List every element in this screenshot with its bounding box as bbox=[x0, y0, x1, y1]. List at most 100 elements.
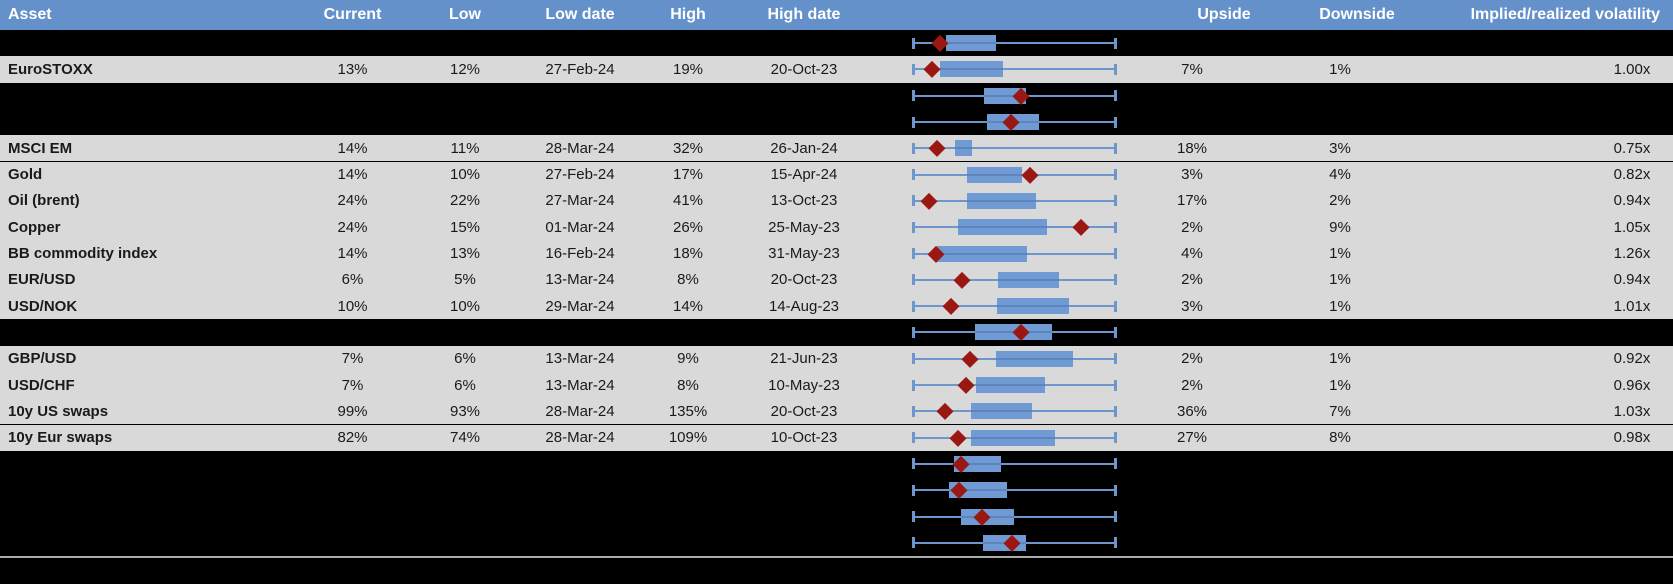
cell-current[interactable]: 7% bbox=[341, 350, 364, 368]
cell-high-date[interactable]: 14-Aug-23 bbox=[768, 297, 840, 315]
cell-current[interactable]: 99% bbox=[337, 402, 368, 420]
cell-high-date[interactable]: 26-Jan-24 bbox=[770, 139, 838, 157]
cell-high[interactable]: 8% bbox=[677, 271, 699, 289]
cell-downside[interactable]: 1% bbox=[1329, 297, 1351, 315]
column-header-high[interactable]: High bbox=[670, 6, 706, 23]
cell-high[interactable]: 26% bbox=[672, 218, 704, 236]
cell-low-date[interactable]: 28-Mar-24 bbox=[545, 402, 615, 420]
cell-downside[interactable]: 8% bbox=[1329, 429, 1351, 447]
cell-low-date[interactable]: 13-Mar-24 bbox=[545, 350, 615, 368]
cell-implied[interactable]: 0.75x bbox=[1613, 139, 1651, 157]
cell-implied[interactable]: 0.98x bbox=[1613, 429, 1651, 447]
cell-low[interactable]: 12% bbox=[449, 60, 481, 78]
cell-upside[interactable]: 27% bbox=[1176, 429, 1208, 447]
cell-low[interactable]: 5% bbox=[454, 271, 476, 289]
cell-low-date[interactable]: 16-Feb-24 bbox=[545, 245, 615, 263]
cell-current[interactable]: 6% bbox=[341, 271, 364, 289]
cell-high[interactable]: 9% bbox=[677, 350, 699, 368]
cell-downside[interactable]: 4% bbox=[1329, 166, 1351, 184]
cell-low-date[interactable]: 27-Mar-24 bbox=[545, 192, 615, 210]
cell-asset[interactable]: EUR/USD bbox=[8, 271, 76, 289]
cell-implied[interactable]: 0.92x bbox=[1613, 350, 1651, 368]
cell-asset[interactable]: MSCI EM bbox=[8, 139, 73, 157]
cell-upside[interactable]: 3% bbox=[1181, 297, 1203, 315]
cell-current[interactable]: 13% bbox=[337, 60, 368, 78]
cell-upside[interactable]: 2% bbox=[1181, 350, 1203, 368]
cell-upside[interactable]: 36% bbox=[1176, 402, 1208, 420]
cell-low-date[interactable]: 27-Feb-24 bbox=[545, 166, 615, 184]
cell-low[interactable]: 10% bbox=[449, 297, 481, 315]
cell-current[interactable]: 24% bbox=[337, 218, 368, 236]
cell-high-date[interactable]: 20-Oct-23 bbox=[770, 402, 838, 420]
cell-upside[interactable]: 7% bbox=[1181, 60, 1203, 78]
cell-low[interactable]: 6% bbox=[454, 350, 476, 368]
cell-implied[interactable]: 1.05x bbox=[1613, 218, 1651, 236]
cell-current[interactable]: 14% bbox=[337, 245, 368, 263]
cell-high[interactable]: 41% bbox=[672, 192, 704, 210]
cell-high[interactable]: 19% bbox=[672, 60, 704, 78]
cell-current[interactable]: 82% bbox=[337, 429, 368, 447]
column-header-downside[interactable]: Downside bbox=[1319, 6, 1395, 23]
cell-low[interactable]: 15% bbox=[449, 218, 481, 236]
cell-asset[interactable]: USD/NOK bbox=[8, 297, 78, 315]
column-header-upside[interactable]: Upside bbox=[1197, 6, 1251, 23]
cell-low-date[interactable]: 28-Mar-24 bbox=[545, 139, 615, 157]
cell-downside[interactable]: 7% bbox=[1329, 402, 1351, 420]
cell-current[interactable]: 24% bbox=[337, 192, 368, 210]
cell-low[interactable]: 13% bbox=[449, 245, 481, 263]
cell-high[interactable]: 135% bbox=[668, 402, 708, 420]
cell-high-date[interactable]: 15-Apr-24 bbox=[770, 166, 838, 184]
cell-upside[interactable]: 2% bbox=[1181, 271, 1203, 289]
cell-asset[interactable]: BB commodity index bbox=[8, 245, 158, 263]
cell-high-date[interactable]: 31-May-23 bbox=[768, 245, 840, 263]
cell-high-date[interactable]: 20-Oct-23 bbox=[770, 271, 838, 289]
cell-upside[interactable]: 2% bbox=[1181, 218, 1203, 236]
cell-low[interactable]: 74% bbox=[449, 429, 481, 447]
cell-low[interactable]: 93% bbox=[449, 402, 481, 420]
cell-upside[interactable]: 18% bbox=[1176, 139, 1208, 157]
cell-implied[interactable]: 0.94x bbox=[1613, 192, 1651, 210]
cell-low[interactable]: 22% bbox=[449, 192, 481, 210]
cell-low-date[interactable]: 27-Feb-24 bbox=[545, 60, 615, 78]
cell-asset[interactable]: USD/CHF bbox=[8, 376, 75, 394]
column-header-implied-realized-volatility[interactable]: Implied/realized volatility bbox=[1470, 6, 1660, 23]
cell-low-date[interactable]: 28-Mar-24 bbox=[545, 429, 615, 447]
cell-low[interactable]: 10% bbox=[449, 166, 481, 184]
cell-downside[interactable]: 1% bbox=[1329, 245, 1351, 263]
cell-low-date[interactable]: 01-Mar-24 bbox=[545, 218, 615, 236]
cell-high-date[interactable]: 13-Oct-23 bbox=[770, 192, 838, 210]
cell-implied[interactable]: 0.96x bbox=[1613, 376, 1651, 394]
cell-low[interactable]: 6% bbox=[454, 376, 476, 394]
cell-high[interactable]: 14% bbox=[672, 297, 704, 315]
cell-high[interactable]: 109% bbox=[668, 429, 708, 447]
cell-high[interactable]: 8% bbox=[677, 376, 699, 394]
cell-current[interactable]: 10% bbox=[337, 297, 368, 315]
cell-upside[interactable]: 2% bbox=[1181, 376, 1203, 394]
cell-implied[interactable]: 1.01x bbox=[1613, 297, 1651, 315]
cell-downside[interactable]: 1% bbox=[1329, 271, 1351, 289]
cell-current[interactable]: 14% bbox=[337, 139, 368, 157]
cell-implied[interactable]: 0.82x bbox=[1613, 166, 1651, 184]
cell-asset[interactable]: EuroSTOXX bbox=[8, 60, 93, 78]
cell-implied[interactable]: 0.94x bbox=[1613, 271, 1651, 289]
cell-current[interactable]: 7% bbox=[341, 376, 364, 394]
cell-asset[interactable]: Gold bbox=[8, 166, 43, 184]
column-header-asset[interactable]: Asset bbox=[8, 6, 52, 23]
cell-high-date[interactable]: 25-May-23 bbox=[768, 218, 840, 236]
cell-asset[interactable]: GBP/USD bbox=[8, 350, 77, 368]
cell-low[interactable]: 11% bbox=[450, 139, 480, 157]
cell-asset[interactable]: 10y US swaps bbox=[8, 402, 109, 420]
cell-current[interactable]: 14% bbox=[337, 166, 368, 184]
cell-high[interactable]: 18% bbox=[672, 245, 704, 263]
cell-implied[interactable]: 1.00x bbox=[1613, 60, 1651, 78]
cell-high-date[interactable]: 10-May-23 bbox=[768, 376, 840, 394]
cell-high[interactable]: 32% bbox=[672, 139, 704, 157]
cell-implied[interactable]: 1.26x bbox=[1613, 245, 1651, 263]
cell-upside[interactable]: 4% bbox=[1181, 245, 1203, 263]
cell-asset[interactable]: Oil (brent) bbox=[8, 192, 80, 210]
cell-high-date[interactable]: 21-Jun-23 bbox=[770, 350, 838, 368]
cell-downside[interactable]: 1% bbox=[1329, 376, 1351, 394]
cell-downside[interactable]: 1% bbox=[1329, 60, 1351, 78]
column-header-low[interactable]: Low bbox=[449, 6, 481, 23]
cell-low-date[interactable]: 13-Mar-24 bbox=[545, 271, 615, 289]
